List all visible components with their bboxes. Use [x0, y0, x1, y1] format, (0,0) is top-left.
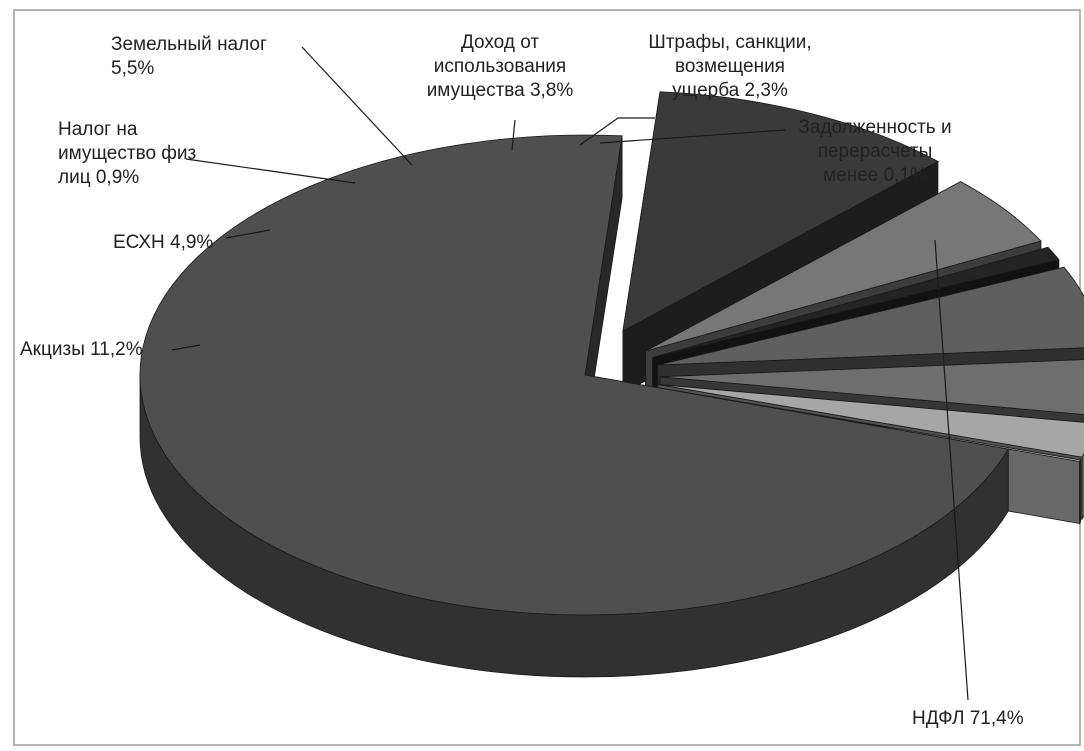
leader-lines-layer: [171, 46, 969, 701]
data-label-7: Штрафы, санкции, возмещения ущерба 2,3%: [648, 32, 811, 101]
slices-layer: [139, 91, 1084, 678]
data-label-7-line-3: ущерба 2,3%: [672, 80, 788, 101]
data-label-4-line-3: лиц 0,9%: [58, 167, 139, 188]
data-label-4-line-1: Налог на: [58, 119, 138, 140]
data-label-6-line-3: имущества 3,8%: [427, 80, 574, 101]
data-label-7-line-2: возмещения: [675, 56, 785, 77]
pie-slice-top-7: [657, 384, 1084, 458]
data-label-3-line-1: ЕСХН 4,9%: [113, 232, 213, 253]
pie-slice-top-2: [622, 91, 939, 332]
leader-line-8: [599, 129, 786, 144]
data-label-2: Акцизы 11,2%: [20, 339, 143, 360]
pie-slice-top-3: [645, 181, 1042, 352]
data-label-1: НДФЛ 71,4%: [912, 708, 1024, 729]
data-label-8: Задолженность и перерасчеты менее 0,1%: [798, 117, 951, 186]
data-label-6-line-2: использования: [434, 56, 566, 77]
data-label-5-line-1: Земельный налог: [111, 34, 267, 55]
pie-slice-top-6: [659, 359, 1084, 415]
data-label-5-line-2: 5,5%: [111, 58, 154, 79]
data-label-5: Земельный налог 5,5%: [111, 34, 267, 79]
data-label-7-line-1: Штрафы, санкции,: [648, 32, 811, 53]
leader-line-5: [301, 46, 413, 166]
leader-line-4: [185, 158, 356, 184]
leader-line-7: [579, 117, 655, 146]
pie-slice-1: [139, 134, 1009, 678]
data-label-6: Доход от использования имущества 3,8%: [427, 32, 574, 101]
data-labels-layer: НДФЛ 71,4% Акцизы 11,2% ЕСХН 4,9% Налог на и…: [20, 32, 1024, 729]
leader-line-2: [171, 344, 201, 351]
leader-line-3: [225, 229, 271, 239]
data-label-8-line-2: перерасчеты: [818, 141, 933, 162]
data-label-6-line-1: Доход от: [461, 32, 539, 53]
data-label-4: Налог на имущество физ лиц 0,9%: [58, 119, 196, 188]
data-label-3: ЕСХН 4,9%: [113, 232, 213, 253]
pie-slice-top-1: [139, 134, 1009, 616]
leader-line-1: [934, 239, 969, 701]
data-label-1-line-1: НДФЛ 71,4%: [912, 708, 1024, 729]
data-label-8-line-1: Задолженность и: [798, 117, 951, 138]
data-label-4-line-2: имущество физ: [58, 143, 196, 164]
pie-slice-wall-8-0: [1079, 458, 1081, 525]
pie-slice-top-4: [652, 246, 1060, 358]
leader-line-6: [511, 119, 516, 151]
pie-slice-top-5: [657, 266, 1084, 366]
data-label-8-line-3: менее 0,1%: [823, 165, 927, 186]
data-label-2-line-1: Акцизы 11,2%: [20, 339, 143, 360]
